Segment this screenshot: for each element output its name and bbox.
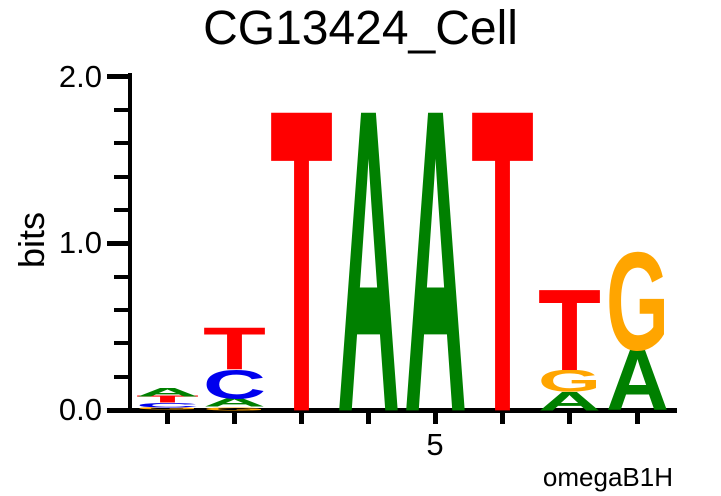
logo-letter-T-pos2: T	[203, 316, 266, 383]
svg-text:T: T	[538, 266, 601, 396]
y-axis-minor-tick	[114, 141, 130, 146]
svg-text:T: T	[136, 394, 199, 405]
x-axis-tick	[634, 412, 640, 424]
y-axis-minor-tick	[114, 207, 130, 212]
x-axis-tick	[499, 412, 505, 424]
svg-text:A: A	[337, 20, 400, 496]
y-axis-tick-label: 1.0	[58, 225, 102, 261]
y-axis-tick-label: 2.0	[58, 58, 102, 94]
svg-text:G: G	[538, 364, 601, 399]
svg-text:T: T	[471, 20, 534, 496]
x-axis-tick	[566, 412, 572, 424]
svg-text:T: T	[203, 316, 266, 383]
logo-letter-T-pos6: T	[471, 20, 534, 496]
y-axis-minor-tick	[114, 107, 130, 112]
y-axis-tick-label: 0.0	[58, 392, 102, 427]
logo-letter-A-pos8: A	[606, 331, 669, 429]
y-axis-major-tick	[107, 407, 130, 413]
logo-letter-C-pos2: C	[203, 362, 266, 408]
y-axis-minor-tick	[114, 307, 130, 312]
logo-letter-A-pos1: A	[136, 385, 199, 399]
logo-letter-A-pos4: A	[337, 20, 400, 496]
logo-letter-T-pos3: T	[270, 20, 333, 496]
logo-letter-A-pos2: A	[203, 396, 266, 410]
svg-text:A: A	[136, 385, 199, 399]
logo-letter-A-pos7: A	[538, 386, 601, 416]
svg-text:G: G	[203, 406, 266, 411]
chart-title: CG13424_Cell	[203, 2, 518, 55]
x-axis-tick	[432, 412, 438, 424]
logo-letter-G-pos2: G	[203, 406, 266, 411]
logo-letter-T-pos1: T	[136, 394, 199, 405]
logo-letter-A-pos5: A	[404, 20, 467, 496]
y-axis-minor-tick	[114, 341, 130, 346]
svg-text:C: C	[203, 362, 266, 408]
svg-text:G: G	[606, 224, 669, 380]
x-axis-tick	[231, 412, 237, 424]
svg-text:C: C	[136, 402, 199, 409]
svg-text:A: A	[203, 396, 266, 410]
logo-letter-G-pos1: G	[136, 407, 199, 411]
y-axis-minor-tick	[114, 374, 130, 379]
attribution-label: omegaB1H	[542, 462, 673, 492]
x-axis-tick	[164, 412, 170, 424]
svg-text:A: A	[404, 20, 467, 496]
x-axis-line	[128, 408, 677, 413]
x-tick-label: 5	[426, 427, 444, 462]
svg-text:A: A	[606, 331, 669, 429]
logo-letter-C-pos1: C	[136, 402, 199, 409]
y-axis-major-tick	[107, 74, 130, 80]
y-axis-minor-tick	[114, 174, 130, 179]
svg-text:G: G	[136, 407, 199, 411]
y-axis-line	[128, 73, 132, 412]
y-axis-minor-tick	[114, 274, 130, 279]
svg-text:T: T	[270, 20, 333, 496]
y-axis-major-tick	[107, 240, 130, 246]
x-axis-tick	[365, 412, 371, 424]
logo-letter-T-pos7: T	[538, 266, 601, 396]
logo-letter-G-pos8: G	[606, 224, 669, 380]
x-axis-tick	[298, 412, 304, 424]
svg-text:A: A	[538, 386, 601, 416]
logo-letter-G-pos7: G	[538, 364, 601, 399]
